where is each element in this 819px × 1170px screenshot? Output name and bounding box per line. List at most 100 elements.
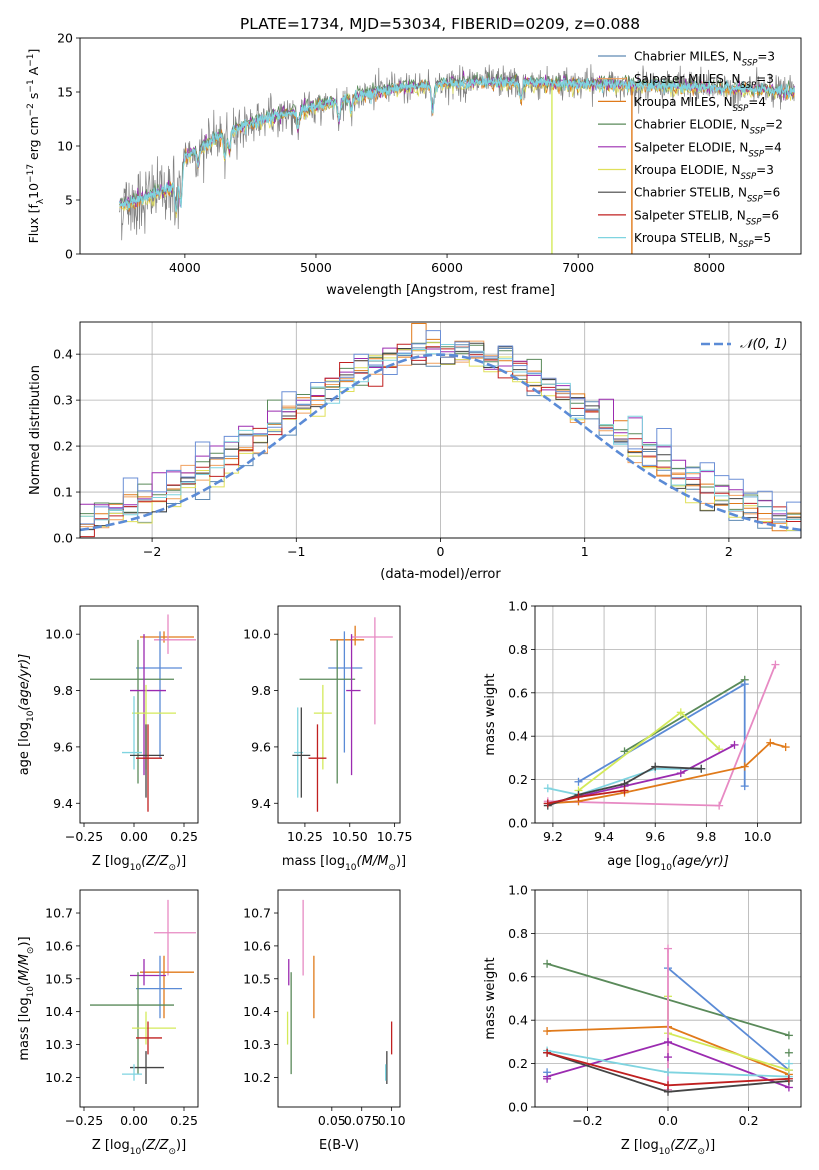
legend-entry: Salpeter STELIB, NSSP=6 <box>634 208 779 227</box>
spectrum-ytick-label: 20 <box>57 31 73 46</box>
weight-vs-age-axes: 9.2 9.4 9.6 9.8 10.0 0.0 0.2 0.4 0.6 0.8 1.0 <box>508 599 801 844</box>
spectrum-best-model-line <box>118 76 795 214</box>
normal-curve <box>80 353 801 532</box>
svg-text:Flux [fλ10−17 erg cm−2 s−1 A−1: Flux [fλ10−17 erg cm−2 s−1 A−1] <box>26 49 46 244</box>
age-vs-mass-frame <box>277 605 401 824</box>
weight-vs-age-ytick-label: 0.6 <box>508 685 528 700</box>
spectrum-legend: Chabrier MILES, NSSP=3 Salpeter MILES, NS… <box>598 50 783 250</box>
mass-vs-Z-frame <box>79 889 199 1108</box>
age-vs-mass-ytick-label: 9.8 <box>251 683 271 698</box>
legend-entry: Salpeter MILES, NSSP=3 <box>634 72 774 91</box>
mass-vs-Z-point <box>140 955 194 1019</box>
mass-vs-ebv-xtick-label: 0.10 <box>378 1113 406 1128</box>
weight-vs-age-xtick-label: 9.6 <box>645 829 665 844</box>
age-vs-mass-point <box>346 634 361 776</box>
spectrum-axes: 4000 5000 6000 7000 8000 0 5 10 15 20 <box>57 31 725 276</box>
weight-vs-Z-series <box>664 964 793 1075</box>
weight-vs-Z-series <box>543 1048 793 1090</box>
weight-vs-age-xtick-label: 9.2 <box>543 829 563 844</box>
weight-vs-Z-xtick-label: 0.0 <box>658 1113 678 1128</box>
age-vs-Z-ytick-label: 9.4 <box>53 796 73 811</box>
mass-vs-ebv-ytick-label: 10.6 <box>243 938 271 953</box>
mass-vs-Z-xtick-label: 0.25 <box>170 1113 198 1128</box>
residuals-xtick-label: −1 <box>287 544 305 559</box>
age-vs-Z-point <box>122 696 142 770</box>
residuals-xtick-label: 0 <box>437 544 445 559</box>
mass-vs-Z-xlabel: Z [log10(Z/Z⊙)] <box>92 1138 186 1157</box>
age-vs-Z-ytick-label: 9.8 <box>53 683 73 698</box>
weight-vs-age-ytick-label: 0.8 <box>508 642 528 657</box>
age-vs-Z-ytick-label: 10.0 <box>45 627 73 642</box>
age-vs-mass-point <box>308 724 327 812</box>
age-vs-mass-xtick-label: 10.50 <box>332 829 368 844</box>
spectrum-xlabel: wavelength [Angstrom, rest frame] <box>326 283 555 298</box>
weight-vs-Z-frame <box>534 889 802 1108</box>
age-vs-Z-xtick-label: −0.25 <box>65 829 103 844</box>
mass-vs-Z-point <box>132 1011 176 1045</box>
residuals-legend: 𝒩(0, 1) <box>701 337 787 352</box>
legend-entry: Salpeter ELODIE, NSSP=4 <box>634 140 782 159</box>
mass-vs-ebv-frame <box>277 889 401 1108</box>
mass-vs-Z-ylabel: mass [log10(M/M⊙)] <box>17 936 36 1060</box>
spectrum-xtick-label: 4000 <box>169 260 201 275</box>
age-vs-mass-point <box>328 631 363 753</box>
legend-entry: Kroupa STELIB, NSSP=5 <box>634 231 771 250</box>
age-vs-Z-point <box>136 631 182 759</box>
weight-vs-Z-ytick-label: 1.0 <box>508 883 528 898</box>
weight-vs-Z-axes: −0.2 0.0 0.2 0.0 0.2 0.4 0.6 0.8 1.0 <box>508 883 801 1128</box>
weight-vs-Z-ylabel: mass weight <box>483 957 498 1039</box>
weight-vs-Z-marker <box>543 1068 552 1077</box>
legend-entry: Kroupa MILES, NSSP=4 <box>634 95 766 114</box>
age-vs-Z-xlabel: Z [log10(Z/Z⊙)] <box>92 854 186 873</box>
age-vs-mass-xtick-label: 10.75 <box>377 829 413 844</box>
spectrum-xtick-label: 7000 <box>562 260 594 275</box>
age-vs-Z-axes: −0.25 0.00 0.25 9.4 9.6 9.8 10.0 <box>45 627 198 844</box>
weight-vs-Z-ytick-label: 0.6 <box>508 969 528 984</box>
weight-vs-Z-marker <box>784 1059 793 1068</box>
weight-vs-Z-xtick-label: −0.2 <box>572 1113 602 1128</box>
weight-vs-age-ytick-label: 0.0 <box>508 816 528 831</box>
residuals-axes: −2 −1 0 1 2 0.0 0.1 0.2 0.3 0.4 <box>53 322 801 559</box>
mass-vs-Z-ytick-label: 10.7 <box>45 906 73 921</box>
weight-vs-Z-marker <box>784 1048 793 1057</box>
age-vs-mass-point <box>330 625 365 646</box>
age-vs-mass-ytick-label: 10.0 <box>243 627 271 642</box>
mass-vs-ebv-ytick-label: 10.3 <box>243 1037 271 1052</box>
age-vs-Z-ytick-label: 9.6 <box>53 739 73 754</box>
age-vs-mass-xlabel: mass [log10(M/M⊙)] <box>282 854 406 873</box>
weight-vs-age-ytick-label: 0.2 <box>508 772 528 787</box>
mass-vs-ebv-ytick-label: 10.4 <box>243 1004 271 1019</box>
residuals-xtick-label: 2 <box>725 544 733 559</box>
mass-vs-ebv-ytick-label: 10.5 <box>243 971 271 986</box>
residuals-xlabel: (data-model)/error <box>380 567 501 582</box>
spectrum-xtick-label: 6000 <box>431 260 463 275</box>
legend-entry: Kroupa ELODIE, NSSP=3 <box>634 163 774 182</box>
residuals-ytick-label: 0.0 <box>53 531 73 546</box>
figure-title: PLATE=1734, MJD=53034, FIBERID=0209, z=0… <box>240 15 640 33</box>
mass-vs-Z-point <box>130 1051 164 1084</box>
age-vs-mass-axes: 10.25 10.50 10.75 9.4 9.6 9.8 10.0 <box>243 627 412 844</box>
weight-vs-age-ylabel: mass weight <box>483 673 498 755</box>
weight-vs-Z-ytick-label: 0.4 <box>508 1013 528 1028</box>
mass-vs-Z-point <box>136 1021 162 1055</box>
mass-vs-Z-xtick-label: 0.00 <box>120 1113 148 1128</box>
spectrum-ytick-label: 15 <box>57 85 73 100</box>
age-vs-mass-point <box>299 639 356 784</box>
residuals-ytick-label: 0.1 <box>53 485 73 500</box>
mass-vs-Z-ytick-label: 10.5 <box>45 971 73 986</box>
svg-text:age [log10(age/yr)]: age [log10(age/yr)] <box>17 654 36 776</box>
legend-entry: Chabrier MILES, NSSP=3 <box>634 50 775 69</box>
legend-entry: Chabrier ELODIE, NSSP=2 <box>634 118 783 137</box>
weight-vs-Z-ytick-label: 0.8 <box>508 926 528 941</box>
age-vs-Z-point <box>130 634 166 776</box>
spectrum-frame <box>79 37 802 255</box>
residuals-ytick-label: 0.4 <box>53 347 73 362</box>
weight-vs-age-xtick-label: 10.0 <box>744 829 772 844</box>
mass-vs-ebv-ytick-label: 10.2 <box>243 1070 271 1085</box>
svg-text:mass [log10(M/M⊙)]: mass [log10(M/M⊙)] <box>17 936 36 1060</box>
normal-legend-label: 𝒩(0, 1) <box>740 337 787 352</box>
residuals-ytick-label: 0.3 <box>53 393 73 408</box>
age-vs-mass-ytick-label: 9.6 <box>251 739 271 754</box>
